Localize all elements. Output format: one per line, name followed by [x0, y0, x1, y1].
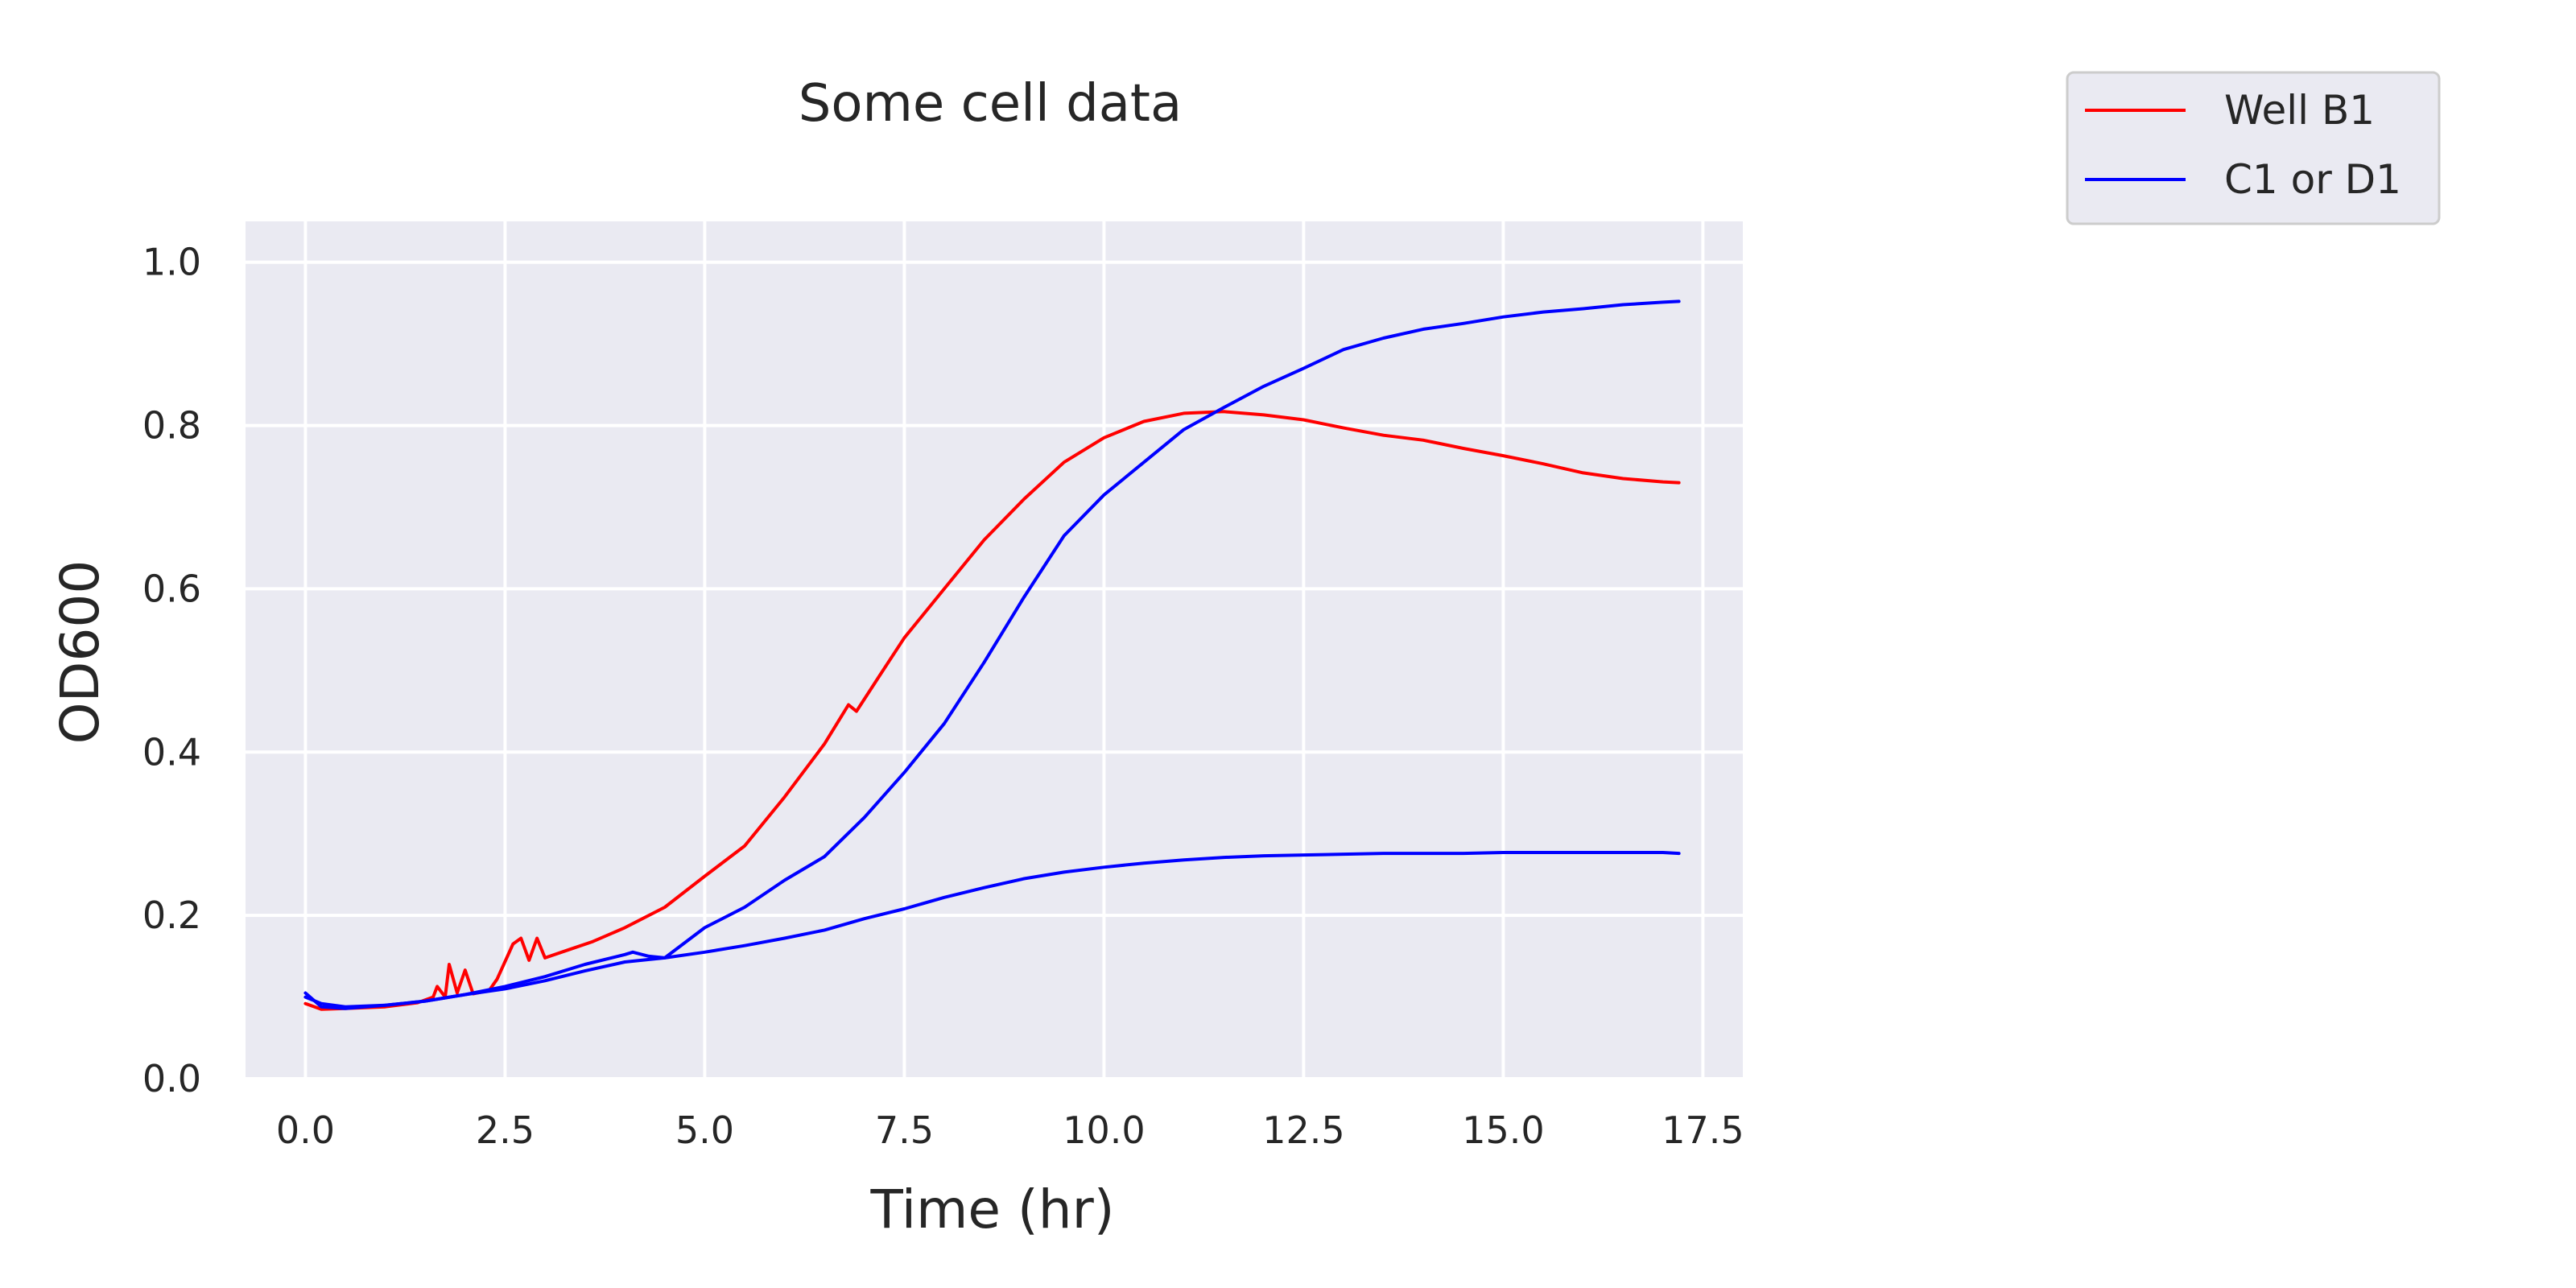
x-tick-label: 2.5 — [476, 1108, 535, 1152]
y-tick-label: 0.0 — [142, 1057, 201, 1100]
legend-label-well-b1: Well B1 — [2224, 87, 2375, 134]
x-tick-label: 7.5 — [875, 1108, 934, 1152]
chart-title: Some cell data — [799, 74, 1182, 134]
x-tick-labels: 0.0 2.5 5.0 7.5 10.0 12.5 15.0 17.5 — [276, 1108, 1744, 1152]
x-tick-label: 10.0 — [1063, 1108, 1145, 1152]
x-tick-label: 5.0 — [675, 1108, 734, 1152]
y-tick-labels: 0.0 0.2 0.4 0.6 0.8 1.0 — [142, 241, 201, 1100]
y-axis-label: OD600 — [49, 560, 111, 745]
x-tick-label: 0.0 — [276, 1108, 335, 1152]
y-tick-label: 0.2 — [142, 894, 201, 937]
legend: Well B1 C1 or D1 — [2066, 71, 2441, 225]
series-line-0 — [303, 410, 1681, 1011]
x-tick-label: 12.5 — [1262, 1108, 1344, 1152]
y-tick-label: 0.8 — [142, 404, 201, 448]
series-lines — [303, 299, 1681, 1011]
x-axis-label: Time (hr) — [870, 1179, 1115, 1241]
grid-lines — [246, 221, 1743, 1080]
y-tick-label: 1.0 — [142, 241, 201, 284]
x-tick-label: 15.0 — [1462, 1108, 1544, 1152]
y-tick-label: 0.4 — [142, 730, 201, 774]
plot-area — [246, 221, 1743, 1079]
series-line-2 — [303, 851, 1681, 1009]
series-line-1 — [303, 299, 1681, 1010]
legend-label-c1-or-d1: C1 or D1 — [2224, 156, 2401, 203]
x-tick-label: 17.5 — [1662, 1108, 1744, 1152]
y-tick-label: 0.6 — [142, 567, 201, 610]
